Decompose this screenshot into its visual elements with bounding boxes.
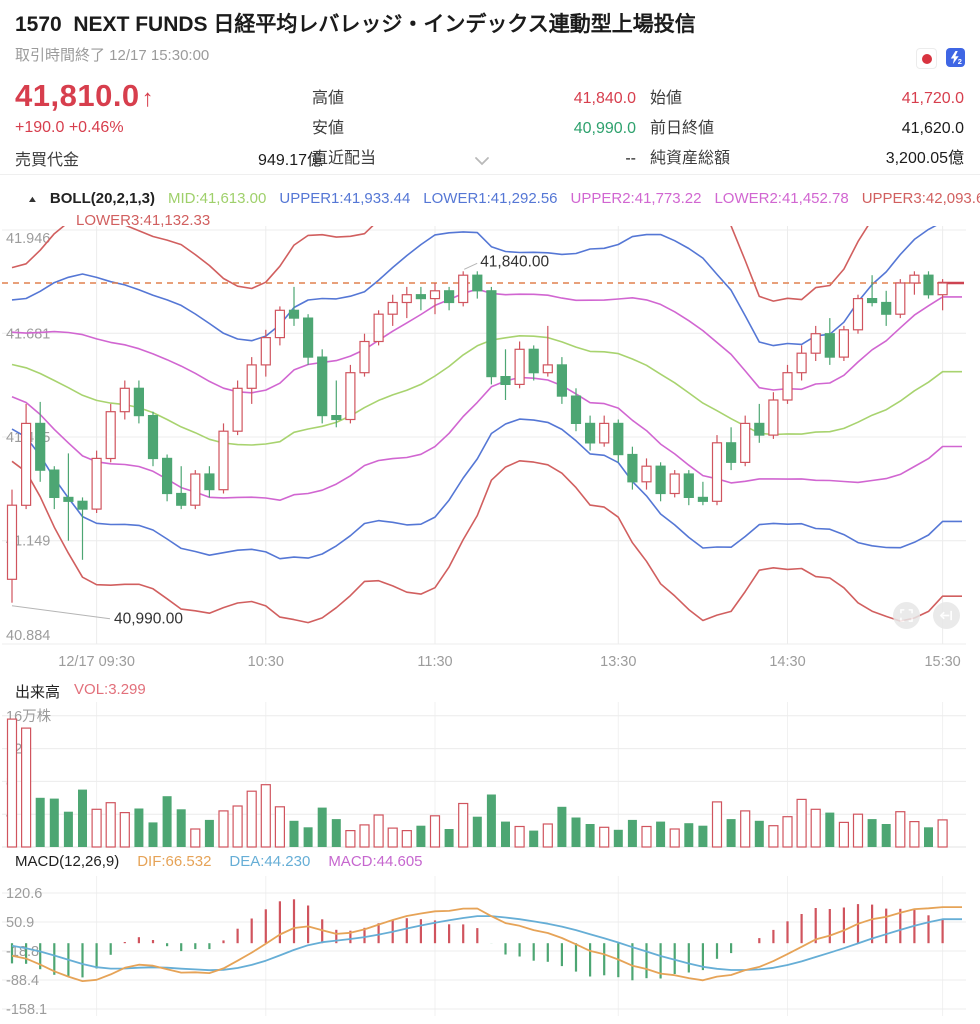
section-divider — [0, 174, 980, 175]
net-assets-label: 純資産総額 — [650, 150, 731, 167]
turnover-row: 売買代金 949.17億 — [15, 146, 323, 176]
main-candlestick-chart[interactable]: 41.94641.68141.41541.14940.88441,840.004… — [0, 146, 980, 676]
session-status: 取引時間終了 12/17 15:30:00 — [15, 47, 210, 64]
boll-upper2-value: UPPER2:41,773.22 — [570, 190, 702, 207]
svg-text:41.946: 41.946 — [6, 231, 50, 247]
svg-text:16万株: 16万株 — [6, 708, 52, 725]
screenshot-button[interactable] — [893, 602, 920, 629]
macd-macd-value: MACD:44.605 — [328, 853, 423, 870]
stats-column-right: 始値 41,720.0 前日終値 41,620.0 純資産総額 3,200.05… — [650, 84, 964, 174]
macd-chart[interactable]: 120.6 50.9 -18.8 -88.4 -158.1 — [0, 876, 980, 1024]
net-assets-value: 3,200.05億 — [885, 150, 964, 167]
svg-text:41.681: 41.681 — [6, 326, 50, 342]
svg-text:-158.1: -158.1 — [6, 1002, 47, 1018]
page-title: 1570 NEXT FUNDS 日経平均レバレッジ・インデックス連動型上場投信 — [15, 13, 696, 36]
stat-prev-close: 前日終値 41,620.0 — [650, 114, 964, 144]
high-label: 高値 — [312, 90, 345, 107]
boll-title: BOLL(20,2,1,3) — [49, 190, 155, 207]
open-label: 始値 — [650, 90, 683, 107]
frame-corners-icon — [900, 609, 913, 622]
japan-flag-icon — [916, 48, 937, 69]
dividend-value: -- — [625, 150, 636, 167]
svg-text:41,840.00: 41,840.00 — [480, 253, 549, 270]
last-price-value: 41,810.0 — [15, 78, 140, 113]
arrow-to-bar-icon — [940, 610, 952, 621]
stat-open: 始値 41,720.0 — [650, 84, 964, 114]
jump-to-latest-button[interactable] — [933, 602, 960, 629]
dividend-label: 直近配当 — [312, 150, 377, 167]
svg-text:40.884: 40.884 — [6, 628, 50, 644]
stat-low: 安値 40,990.0 — [312, 114, 636, 144]
lightning-bolt-icon: 2 — [950, 50, 962, 65]
svg-text:-88.4: -88.4 — [6, 973, 39, 989]
boll-mid-value: MID:41,613.00 — [167, 190, 267, 207]
boll-upper3-value: UPPER3:42,093.67 — [861, 190, 980, 207]
collapse-indicator-triangle-icon[interactable]: ▲ — [26, 193, 39, 204]
boll-lower1-value: LOWER1:41,292.56 — [423, 190, 558, 207]
volume-chart[interactable]: 16万株1284 — [0, 702, 980, 850]
price-change: +190.0 +0.46% — [15, 119, 124, 136]
svg-text:2: 2 — [958, 57, 962, 65]
macd-dif-value: DIF:66.532 — [137, 853, 212, 870]
last-price: 41,810.0↑ — [15, 78, 154, 114]
expand-quote-chevron-icon[interactable] — [474, 153, 490, 166]
macd-header: MACD(12,26,9) DIF:66.532 DEA:44.230 MACD… — [15, 853, 423, 870]
up-arrow-icon: ↑ — [141, 85, 155, 112]
svg-text:40,990.00: 40,990.00 — [114, 611, 183, 628]
svg-text:10:30: 10:30 — [248, 654, 284, 670]
low-value: 40,990.0 — [573, 120, 636, 137]
stats-column-middle: 高値 41,840.0 安値 40,990.0 直近配当 -- — [312, 84, 636, 174]
stat-net-assets: 純資産総額 3,200.05億 — [650, 144, 964, 174]
svg-text:11:30: 11:30 — [417, 654, 452, 670]
boll-lower2-value: LOWER2:41,452.78 — [714, 190, 849, 207]
svg-text:12/17 09:30: 12/17 09:30 — [58, 654, 135, 670]
svg-text:14:30: 14:30 — [769, 654, 805, 670]
svg-text:15:30: 15:30 — [924, 654, 960, 670]
volume-header: 出来高 VOL:3.299 — [15, 681, 146, 702]
turnover-label: 売買代金 — [15, 152, 80, 169]
high-value: 41,840.0 — [573, 90, 636, 107]
svg-text:50.9: 50.9 — [6, 915, 34, 931]
indicator-header: ▲ BOLL(20,2,1,3) MID:41,613.00 UPPER1:41… — [26, 190, 980, 207]
flag-dot — [921, 53, 932, 64]
low-label: 安値 — [312, 120, 345, 137]
stat-dividend: 直近配当 -- — [312, 144, 636, 174]
volume-label: 出来高 — [15, 684, 61, 701]
prev-close-label: 前日終値 — [650, 120, 715, 137]
turnover-value: 949.17億 — [258, 152, 323, 169]
leverage-2x-badge-icon: 2 — [946, 48, 965, 67]
macd-dea-value: DEA:44.230 — [229, 853, 311, 870]
macd-title: MACD(12,26,9) — [15, 853, 120, 870]
svg-text:120.6: 120.6 — [6, 886, 42, 902]
prev-close-value: 41,620.0 — [901, 120, 964, 137]
volume-value: VOL:3.299 — [74, 681, 146, 698]
open-value: 41,720.0 — [901, 90, 964, 107]
stat-high: 高値 41,840.0 — [312, 84, 636, 114]
boll-lower3-value: LOWER3:41,132.33 — [76, 212, 211, 229]
svg-text:13:30: 13:30 — [600, 654, 636, 670]
boll-upper1-value: UPPER1:41,933.44 — [279, 190, 411, 207]
